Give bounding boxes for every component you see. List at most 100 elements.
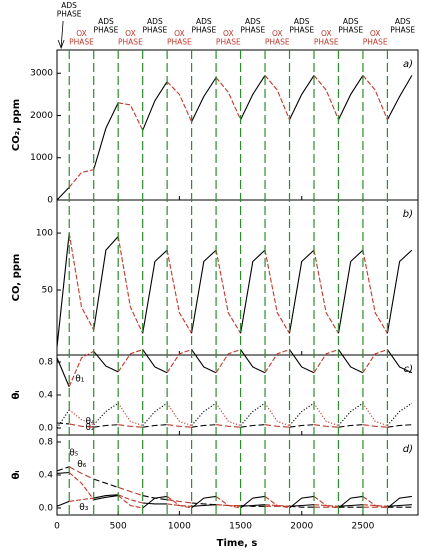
data-line bbox=[338, 349, 364, 374]
data-line bbox=[142, 402, 168, 426]
data-line bbox=[215, 249, 242, 334]
data-line bbox=[191, 77, 217, 123]
phase-label: PHASE bbox=[240, 26, 265, 35]
phase-label: ADS bbox=[98, 17, 114, 26]
data-line bbox=[289, 424, 315, 428]
series-label: θ₅ bbox=[69, 448, 79, 458]
data-line bbox=[191, 495, 217, 509]
data-line bbox=[264, 424, 290, 428]
data-line bbox=[313, 495, 339, 509]
data-line bbox=[56, 422, 70, 425]
y-tick-label: 0.4 bbox=[39, 471, 54, 481]
data-line bbox=[56, 500, 70, 507]
phase-label: PHASE bbox=[118, 38, 143, 47]
data-line bbox=[118, 486, 143, 497]
phase-label: ADS bbox=[294, 17, 310, 26]
data-line bbox=[56, 357, 70, 388]
data-line bbox=[215, 402, 241, 427]
data-line bbox=[93, 402, 119, 426]
phase-label: PHASE bbox=[314, 38, 339, 47]
data-line bbox=[215, 349, 241, 373]
y-tick-label: 0.8 bbox=[39, 438, 54, 448]
phase-label: PHASE bbox=[142, 26, 167, 35]
data-line bbox=[313, 75, 340, 120]
phase-label: OX bbox=[125, 29, 136, 38]
phase-label: ADS bbox=[245, 17, 261, 26]
phase-label: PHASE bbox=[265, 38, 290, 47]
data-line bbox=[167, 503, 192, 507]
data-line bbox=[387, 504, 412, 507]
x-tick-label: 0 bbox=[54, 522, 60, 532]
y-axis-label: CO₂, ppm bbox=[11, 99, 22, 151]
data-line bbox=[56, 471, 70, 474]
data-line bbox=[117, 236, 144, 334]
x-tick-label: 2000 bbox=[290, 522, 313, 532]
data-line bbox=[215, 495, 241, 509]
data-line bbox=[142, 349, 168, 374]
data-line bbox=[362, 249, 388, 334]
phase-label: OX bbox=[370, 29, 381, 38]
data-line bbox=[289, 75, 315, 120]
phase-label: PHASE bbox=[363, 38, 388, 47]
data-line bbox=[337, 249, 364, 334]
data-line bbox=[338, 75, 364, 120]
panel-label: a) bbox=[403, 59, 413, 70]
y-tick-label: 50 bbox=[42, 286, 54, 296]
series-label: θ₄ bbox=[85, 417, 95, 427]
data-line bbox=[240, 75, 266, 120]
phase-label: PHASE bbox=[191, 26, 216, 35]
y-axis-label: CO, ppm bbox=[11, 254, 22, 302]
data-line bbox=[362, 349, 388, 374]
y-tick-label: 1000 bbox=[30, 153, 53, 163]
data-line bbox=[362, 75, 388, 120]
data-line bbox=[68, 233, 95, 331]
data-line bbox=[56, 409, 70, 429]
data-line bbox=[362, 402, 388, 427]
data-line bbox=[191, 424, 217, 428]
phase-label: PHASE bbox=[289, 26, 314, 35]
data-line bbox=[240, 495, 266, 509]
data-line bbox=[56, 233, 70, 348]
y-tick-label: 3000 bbox=[30, 69, 53, 79]
plot-frame bbox=[56, 49, 419, 201]
data-line bbox=[386, 402, 413, 426]
data-line bbox=[142, 81, 168, 131]
data-line bbox=[288, 249, 315, 334]
data-line bbox=[93, 495, 119, 501]
data-line bbox=[117, 349, 143, 373]
data-line bbox=[264, 249, 290, 334]
panel-label: c) bbox=[404, 364, 413, 375]
data-line bbox=[93, 102, 119, 170]
data-line bbox=[289, 504, 315, 507]
series-label: θ₃ bbox=[79, 503, 89, 513]
data-line bbox=[216, 504, 241, 507]
panel-label: d) bbox=[403, 444, 413, 455]
data-line bbox=[68, 472, 95, 501]
data-line bbox=[264, 349, 290, 374]
data-line bbox=[264, 402, 290, 427]
x-tick-label: 1500 bbox=[229, 522, 252, 532]
data-line bbox=[387, 424, 412, 428]
data-line bbox=[191, 349, 217, 374]
data-line bbox=[117, 402, 143, 427]
data-line bbox=[142, 424, 168, 428]
phase-label: OX bbox=[174, 29, 185, 38]
series-label: θ₁ bbox=[75, 374, 85, 384]
data-line bbox=[93, 494, 119, 499]
plot-frame bbox=[56, 199, 419, 356]
data-line bbox=[142, 249, 168, 334]
panel-label: b) bbox=[403, 209, 413, 220]
phase-arrow-head bbox=[57, 39, 65, 50]
data-line bbox=[313, 349, 339, 373]
data-line bbox=[313, 402, 339, 427]
data-line bbox=[338, 504, 363, 507]
data-line bbox=[118, 102, 144, 131]
data-line bbox=[289, 349, 315, 374]
y-axis-label: θᵢ bbox=[11, 390, 22, 399]
phase-label: ADS bbox=[196, 17, 212, 26]
data-line bbox=[68, 466, 94, 480]
phase-label: PHASE bbox=[338, 26, 363, 35]
plot-frame bbox=[56, 434, 419, 516]
